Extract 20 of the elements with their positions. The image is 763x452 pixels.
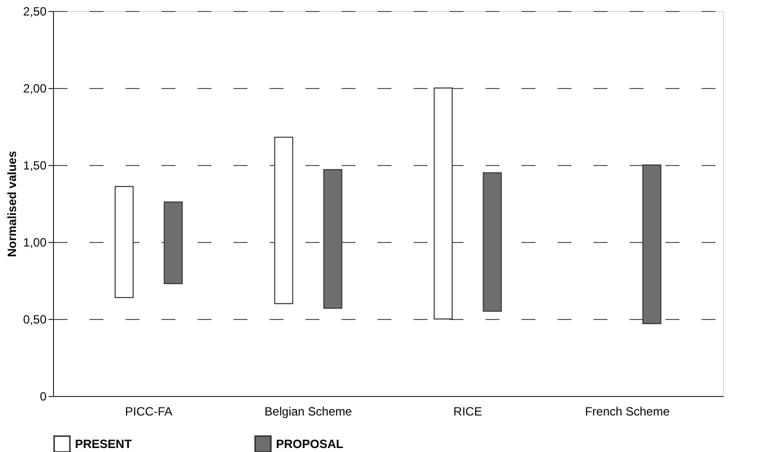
y-tick-label: 2,00: [23, 82, 47, 96]
y-tick-label: 2,50: [23, 4, 47, 18]
bar: [434, 88, 453, 320]
legend-label: PRESENT: [75, 437, 132, 452]
y-tick-label: 0,50: [23, 312, 47, 326]
x-tick-label: RICE: [453, 404, 482, 418]
bar: [642, 164, 662, 324]
bar: [482, 172, 502, 312]
bar: [164, 201, 183, 284]
bar: [323, 169, 342, 309]
x-tick-label: PICC-FA: [125, 404, 172, 418]
y-tick-label: 1,50: [23, 158, 47, 172]
y-tick-label: 1,00: [23, 236, 47, 250]
bar: [114, 186, 134, 298]
x-tick-label: Belgian Scheme: [264, 404, 352, 418]
y-tick-label: 0: [40, 390, 47, 404]
legend-label: PROPOSAL: [276, 437, 344, 452]
bar: [274, 136, 294, 304]
y-axis-title: Normalised values: [5, 150, 20, 258]
x-tick-label: French Scheme: [584, 404, 670, 418]
